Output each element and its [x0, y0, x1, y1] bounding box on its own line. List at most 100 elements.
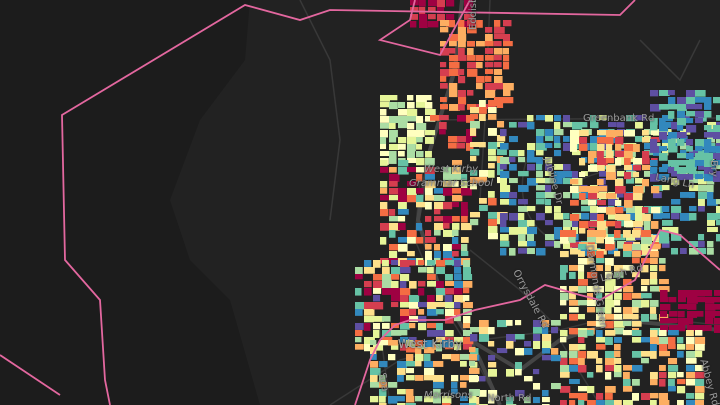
building	[651, 221, 659, 229]
building	[632, 230, 641, 238]
building	[677, 160, 688, 166]
building	[704, 111, 712, 118]
building	[400, 337, 409, 343]
building	[391, 288, 402, 296]
building	[470, 121, 480, 129]
building	[500, 185, 511, 193]
building	[518, 122, 528, 128]
building	[458, 97, 467, 105]
building	[578, 386, 588, 392]
building	[615, 186, 626, 194]
building	[617, 171, 625, 177]
building	[686, 379, 696, 386]
building	[518, 213, 525, 221]
building	[391, 330, 402, 336]
building	[614, 314, 623, 320]
building	[714, 325, 720, 333]
building	[632, 244, 642, 251]
building	[434, 230, 441, 236]
building	[397, 389, 406, 395]
building	[569, 358, 580, 365]
building	[479, 320, 489, 328]
building	[434, 202, 444, 210]
building	[373, 281, 384, 289]
building	[614, 265, 624, 272]
building	[445, 288, 455, 295]
building	[463, 267, 472, 275]
building	[615, 200, 622, 206]
building	[470, 212, 481, 218]
building	[389, 195, 400, 201]
building	[596, 330, 603, 338]
building	[641, 293, 652, 299]
building	[578, 244, 587, 250]
building	[380, 202, 388, 210]
building	[364, 323, 371, 331]
building	[615, 207, 624, 214]
building	[605, 237, 615, 245]
building	[460, 361, 467, 367]
building	[460, 354, 470, 360]
building	[563, 164, 571, 171]
building	[454, 260, 461, 267]
building	[380, 109, 387, 116]
building	[434, 188, 444, 194]
building	[410, 14, 419, 20]
building	[527, 115, 534, 122]
building	[707, 185, 714, 193]
building	[650, 146, 660, 153]
building	[497, 100, 504, 108]
building	[425, 130, 436, 136]
building	[503, 20, 512, 27]
building	[590, 115, 597, 123]
building	[524, 348, 533, 355]
building	[642, 158, 650, 165]
building	[695, 400, 705, 405]
building	[698, 206, 705, 212]
building	[551, 355, 561, 362]
building	[449, 104, 460, 111]
building	[449, 41, 457, 47]
building	[695, 372, 705, 379]
building	[463, 274, 473, 281]
building	[425, 188, 433, 196]
building	[623, 379, 631, 387]
building	[605, 372, 612, 380]
building	[650, 379, 658, 386]
building	[418, 309, 425, 315]
building	[527, 157, 537, 163]
building	[454, 309, 461, 316]
building	[687, 311, 698, 318]
building	[488, 327, 495, 335]
building	[569, 328, 580, 335]
building	[518, 171, 529, 177]
building	[400, 323, 410, 330]
building	[479, 177, 488, 183]
building	[391, 302, 399, 308]
building	[380, 95, 390, 102]
building	[695, 344, 705, 351]
building	[461, 251, 469, 257]
building	[485, 48, 494, 54]
building	[624, 151, 633, 159]
building	[632, 251, 641, 258]
building	[425, 174, 435, 180]
building	[509, 227, 518, 235]
building	[662, 220, 673, 226]
building	[635, 178, 644, 184]
building	[407, 167, 418, 173]
water-area	[0, 0, 260, 405]
building	[695, 337, 706, 345]
building	[659, 104, 669, 110]
building	[686, 146, 693, 152]
building	[660, 304, 671, 311]
building	[668, 132, 679, 139]
building	[698, 164, 707, 170]
building	[659, 393, 668, 401]
building	[409, 344, 416, 350]
building	[370, 375, 378, 383]
building	[494, 27, 505, 34]
building	[677, 379, 686, 385]
building	[641, 393, 651, 401]
